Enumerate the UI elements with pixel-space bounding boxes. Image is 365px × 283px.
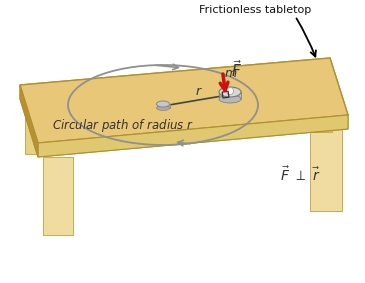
Polygon shape [20, 85, 38, 157]
Ellipse shape [219, 95, 241, 103]
Text: Frictionless tabletop: Frictionless tabletop [199, 5, 311, 15]
Polygon shape [308, 72, 332, 132]
Text: $\vec{F}$: $\vec{F}$ [231, 59, 242, 80]
Polygon shape [310, 129, 342, 211]
Circle shape [227, 87, 234, 95]
Text: Circular path of radius $r$: Circular path of radius $r$ [52, 117, 194, 134]
Polygon shape [20, 85, 38, 157]
Ellipse shape [157, 106, 169, 110]
Ellipse shape [157, 101, 169, 107]
Ellipse shape [219, 87, 241, 97]
Text: $m$: $m$ [224, 67, 238, 80]
Text: $r$: $r$ [195, 85, 202, 98]
Text: $\vec{F}\ \perp\ \vec{r}$: $\vec{F}\ \perp\ \vec{r}$ [280, 166, 320, 184]
Polygon shape [219, 92, 241, 99]
Polygon shape [20, 58, 348, 143]
Polygon shape [20, 58, 348, 143]
Polygon shape [38, 115, 348, 157]
Polygon shape [38, 115, 348, 157]
Polygon shape [25, 99, 47, 154]
Polygon shape [157, 104, 169, 108]
Polygon shape [43, 157, 73, 235]
